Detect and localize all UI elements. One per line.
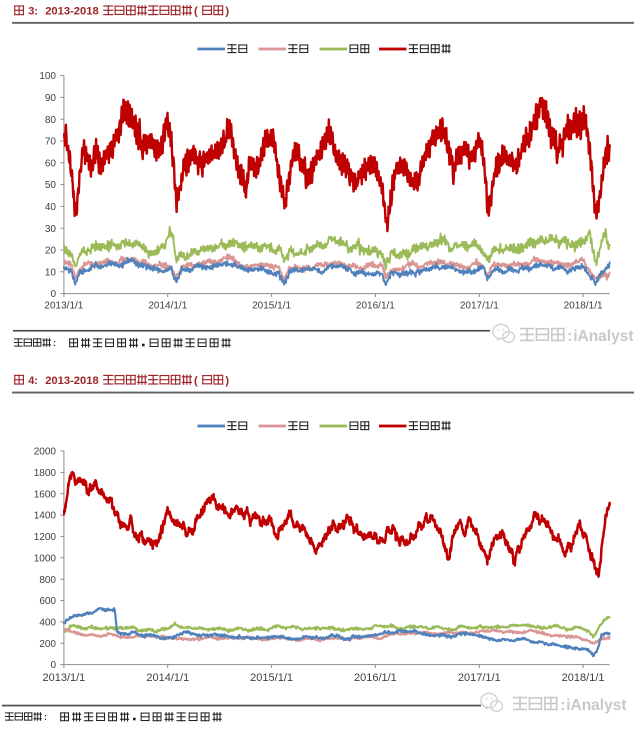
svg-text::: : bbox=[44, 712, 47, 722]
svg-text:(: ( bbox=[194, 6, 198, 18]
svg-text:60: 60 bbox=[45, 158, 57, 169]
svg-text:0: 0 bbox=[50, 289, 56, 300]
svg-text:80: 80 bbox=[45, 115, 57, 126]
svg-text:1000: 1000 bbox=[34, 553, 57, 564]
svg-text:): ) bbox=[225, 6, 229, 18]
svg-text:2015/1/1: 2015/1/1 bbox=[250, 672, 293, 684]
svg-text::: : bbox=[560, 697, 565, 714]
svg-text:4:: 4: bbox=[28, 375, 38, 387]
svg-text:(: ( bbox=[194, 375, 198, 387]
svg-text:2017/1/1: 2017/1/1 bbox=[460, 301, 499, 312]
svg-text::: : bbox=[567, 328, 572, 345]
svg-text:100: 100 bbox=[39, 71, 56, 82]
svg-text:50: 50 bbox=[45, 180, 57, 191]
svg-text:2016/1/1: 2016/1/1 bbox=[354, 672, 397, 684]
svg-text:2013/1/1: 2013/1/1 bbox=[42, 672, 85, 684]
svg-text:40: 40 bbox=[45, 202, 57, 213]
svg-text:70: 70 bbox=[45, 137, 57, 148]
svg-text:2000: 2000 bbox=[34, 447, 57, 458]
svg-text:2016/1/1: 2016/1/1 bbox=[356, 301, 395, 312]
svg-text:iAnalyst: iAnalyst bbox=[566, 697, 626, 714]
svg-text::: : bbox=[53, 338, 56, 348]
svg-text:): ) bbox=[225, 375, 229, 387]
svg-text:10: 10 bbox=[45, 267, 57, 278]
svg-text:400: 400 bbox=[39, 618, 56, 629]
svg-text:2017/1/1: 2017/1/1 bbox=[458, 672, 501, 684]
svg-text:800: 800 bbox=[39, 575, 56, 586]
svg-text:20: 20 bbox=[45, 246, 57, 257]
svg-text:iAnalyst: iAnalyst bbox=[573, 328, 633, 345]
svg-text:30: 30 bbox=[45, 224, 57, 235]
svg-text:2018/1/1: 2018/1/1 bbox=[564, 301, 603, 312]
svg-text:1200: 1200 bbox=[34, 532, 57, 543]
svg-text:2014/1/1: 2014/1/1 bbox=[146, 672, 189, 684]
svg-text:1400: 1400 bbox=[34, 511, 57, 522]
svg-text:2014/1/1: 2014/1/1 bbox=[148, 301, 187, 312]
svg-text:90: 90 bbox=[45, 93, 57, 104]
svg-text:2015/1/1: 2015/1/1 bbox=[252, 301, 291, 312]
svg-text:3:: 3: bbox=[28, 6, 38, 18]
svg-text:2013-2018: 2013-2018 bbox=[45, 375, 99, 387]
svg-text:1600: 1600 bbox=[34, 489, 57, 500]
svg-text:200: 200 bbox=[39, 639, 56, 650]
svg-text:600: 600 bbox=[39, 596, 56, 607]
svg-text:2018/1/1: 2018/1/1 bbox=[562, 672, 605, 684]
svg-text:2013-2018: 2013-2018 bbox=[45, 6, 99, 18]
svg-text:2013/1/1: 2013/1/1 bbox=[44, 301, 83, 312]
svg-text:0: 0 bbox=[50, 660, 56, 671]
svg-text:1800: 1800 bbox=[34, 468, 57, 479]
